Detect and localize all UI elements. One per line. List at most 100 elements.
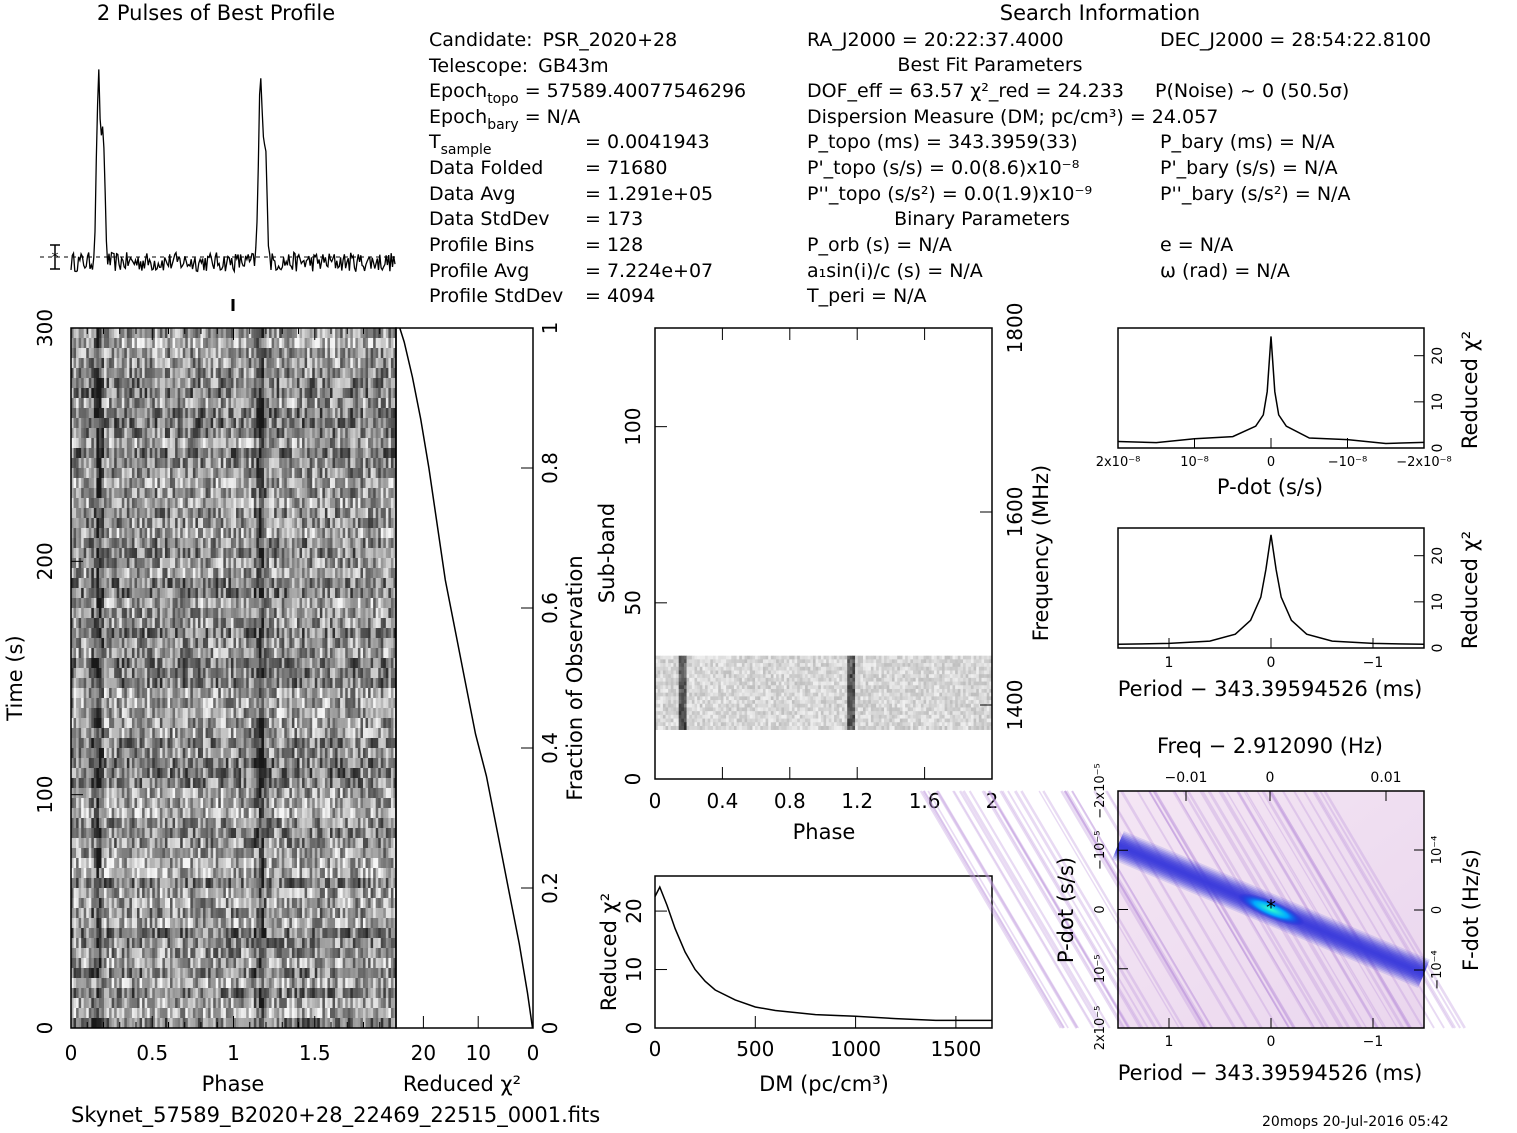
- time-phase-cell: [253, 458, 257, 469]
- time-phase-cell: [357, 618, 361, 629]
- time-phase-cell: [337, 548, 341, 559]
- time-phase-cell: [197, 518, 201, 529]
- time-phase-cell: [170, 478, 173, 489]
- time-phase-cell: [340, 338, 343, 349]
- time-phase-cell: [365, 598, 369, 609]
- time-phase-cell: [263, 638, 267, 649]
- time-phase-cell: [157, 388, 161, 399]
- time-phase-cell: [190, 688, 194, 699]
- time-phase-cell: [98, 328, 102, 339]
- time-phase-cell: [375, 698, 379, 709]
- time-phase-cell: [121, 368, 125, 379]
- time-phase-cell: [233, 408, 237, 419]
- time-phase-cell: [154, 538, 158, 549]
- time-phase-cell: [218, 398, 222, 409]
- time-phase-cell: [106, 708, 110, 719]
- time-phase-cell: [309, 588, 313, 599]
- time-phase-cell: [342, 328, 346, 339]
- time-phase-cell: [177, 338, 181, 349]
- time-phase-cell: [261, 668, 265, 679]
- time-phase-cell: [383, 528, 387, 539]
- time-phase-cell: [223, 528, 227, 539]
- time-phase-cell: [192, 568, 196, 579]
- time-phase-cell: [347, 678, 351, 689]
- time-phase-cell: [317, 608, 321, 619]
- time-phase-cell: [261, 448, 265, 459]
- time-phase-cell: [218, 328, 222, 339]
- time-phase-cell: [187, 528, 191, 539]
- time-phase-cell: [134, 448, 138, 459]
- time-phase-cell: [126, 358, 130, 369]
- time-phase-cell: [251, 518, 255, 529]
- time-phase-cell: [362, 538, 366, 549]
- time-phase-cell: [210, 328, 214, 339]
- time-phase-cell: [114, 578, 117, 589]
- time-phase-cell: [294, 578, 298, 589]
- time-phase-cell: [289, 558, 293, 569]
- time-phase-cell: [157, 458, 161, 469]
- time-phase-cell: [286, 408, 290, 419]
- time-phase-cell: [314, 568, 318, 579]
- time-phase-cell: [307, 538, 310, 549]
- time-phase-cell: [251, 388, 255, 399]
- time-phase-cell: [345, 468, 349, 479]
- time-phase-cell: [134, 358, 138, 369]
- time-phase-cell: [378, 658, 382, 669]
- time-phase-cell: [276, 408, 280, 419]
- time-phase-cell: [324, 458, 328, 469]
- time-phase-cell: [157, 448, 161, 459]
- time-phase-cell: [208, 368, 211, 379]
- time-phase-cell: [251, 358, 255, 369]
- time-phase-cell: [78, 458, 82, 469]
- time-phase-cell: [312, 458, 316, 469]
- time-phase-cell: [307, 698, 310, 709]
- time-phase-cell: [106, 368, 110, 379]
- time-phase-cell: [218, 688, 222, 699]
- time-phase-cell: [210, 698, 214, 709]
- time-phase-cell: [251, 478, 255, 489]
- time-phase-cell: [177, 518, 181, 529]
- time-phase-cell: [218, 708, 222, 719]
- time-phase-cell: [251, 348, 255, 359]
- time-phase-cell: [119, 598, 123, 609]
- time-phase-cell: [286, 418, 290, 429]
- time-phase-cell: [332, 598, 336, 609]
- time-phase-cell: [256, 708, 260, 719]
- time-phase-cell: [332, 678, 336, 689]
- time-phase-cell: [147, 628, 151, 639]
- time-phase-cell: [307, 408, 310, 419]
- time-phase-cell: [350, 618, 354, 629]
- time-phase-cell: [88, 508, 92, 519]
- time-phase-cell: [98, 388, 102, 399]
- time-phase-cell: [96, 678, 100, 689]
- time-phase-cell: [116, 328, 120, 339]
- time-phase-cell: [98, 708, 102, 719]
- time-phase-cell: [73, 338, 77, 349]
- time-phase-cell: [114, 638, 117, 649]
- time-phase-cell: [109, 628, 112, 639]
- time-phase-cell: [223, 428, 227, 439]
- time-phase-cell: [324, 368, 328, 379]
- time-phase-cell: [78, 498, 82, 509]
- time-phase-cell: [91, 458, 95, 469]
- time-phase-cell: [111, 638, 115, 649]
- time-phase-cell: [337, 368, 341, 379]
- time-phase-cell: [215, 388, 219, 399]
- time-phase-cell: [139, 428, 143, 439]
- time-phase-cell: [78, 418, 82, 429]
- time-phase-cell: [233, 488, 237, 499]
- time-phase-cell: [142, 618, 145, 629]
- time-phase-cell: [322, 508, 326, 519]
- time-phase-cell: [345, 448, 349, 459]
- time-phase-cell: [390, 498, 394, 509]
- time-phase-cell: [152, 428, 156, 439]
- time-phase-cell: [347, 368, 351, 379]
- time-phase-cell: [307, 628, 310, 639]
- time-phase-cell: [197, 638, 201, 649]
- time-phase-cell: [197, 568, 201, 579]
- info-dec: DEC_J2000 = 28:54:22.8100: [1160, 29, 1431, 51]
- time-phase-cell: [76, 638, 79, 649]
- time-phase-cell: [164, 508, 168, 519]
- time-phase-cell: [385, 378, 389, 389]
- time-phase-cell: [81, 708, 84, 719]
